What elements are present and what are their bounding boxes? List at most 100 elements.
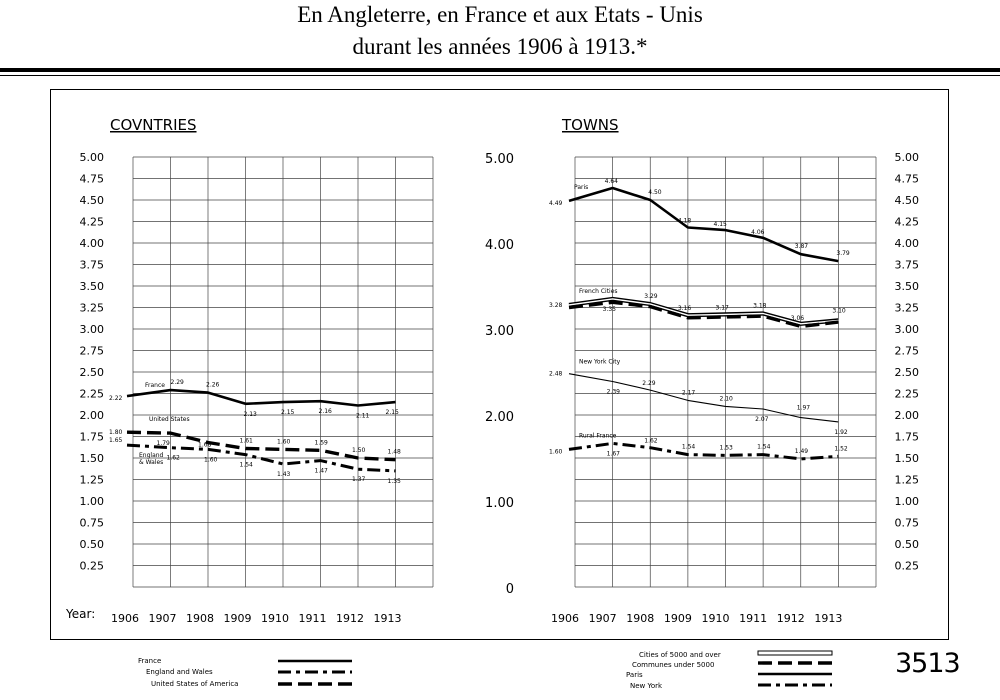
data-label: 1.61 xyxy=(240,438,254,445)
data-label: 1.43 xyxy=(277,471,291,478)
data-label: 1.80 xyxy=(109,429,123,436)
y-tick-label-right: 2.00 xyxy=(895,409,920,422)
y-tick-label-right: 3.75 xyxy=(895,259,920,272)
x-tick-label: 1910 xyxy=(261,612,289,625)
data-label: 1.97 xyxy=(797,405,811,412)
y-tick-label: 2.25 xyxy=(80,388,105,401)
data-label: 1.67 xyxy=(607,450,621,457)
data-label: 1.65 xyxy=(109,437,123,444)
data-label: 1.60 xyxy=(204,456,218,463)
x-tick-label: 1908 xyxy=(186,612,214,625)
title-rule-thin xyxy=(0,75,1000,76)
data-label: 1.50 xyxy=(352,447,366,454)
y-tick-label-right: 0.50 xyxy=(895,538,920,551)
y-tick-label-left: 3.00 xyxy=(485,324,514,339)
y-tick-label: 2.00 xyxy=(80,409,105,422)
y-tick-label: 3.75 xyxy=(80,259,105,272)
data-label: 2.26 xyxy=(206,382,220,389)
y-tick-label-right: 5.00 xyxy=(895,151,920,164)
data-label: 3.87 xyxy=(795,243,809,250)
data-label: 2.39 xyxy=(607,388,621,395)
y-tick-label-right: 4.25 xyxy=(895,216,920,229)
x-tick-label: 1910 xyxy=(702,612,730,625)
y-tick-label: 0.25 xyxy=(80,560,105,573)
x-tick-label: 1912 xyxy=(336,612,364,625)
data-label: 1.60 xyxy=(549,448,563,455)
y-tick-label-right: 1.25 xyxy=(895,474,920,487)
y-tick-label: 2.50 xyxy=(80,366,105,379)
data-label: 2.13 xyxy=(244,411,258,418)
y-tick-label: 1.25 xyxy=(80,474,105,487)
chart-towns-title: TOWNS xyxy=(561,116,619,134)
data-label: 2.10 xyxy=(720,395,734,402)
series-line-france xyxy=(126,388,396,407)
y-tick-label: 4.50 xyxy=(80,194,105,207)
series-line-new-york-city xyxy=(568,373,839,423)
y-tick-label: 2.75 xyxy=(80,345,105,358)
data-label: 3.35 xyxy=(603,306,617,313)
data-label: 2.48 xyxy=(549,371,563,378)
x-tick-label: 1907 xyxy=(589,612,617,625)
x-tick-label: 1913 xyxy=(374,612,402,625)
x-tick-label: 1913 xyxy=(814,612,842,625)
x-tick-label: 1911 xyxy=(739,612,767,625)
data-label: 4.18 xyxy=(678,218,692,225)
y-tick-label-right: 3.25 xyxy=(895,302,920,315)
data-label: 2.17 xyxy=(682,389,696,396)
data-label: 3.17 xyxy=(716,304,730,311)
y-tick-label: 3.00 xyxy=(80,323,105,336)
y-tick-label-right: 3.50 xyxy=(895,280,920,293)
y-tick-label: 4.25 xyxy=(80,216,105,229)
y-tick-label-right: 2.25 xyxy=(895,388,920,401)
y-tick-label-left: 4.00 xyxy=(485,238,514,253)
legend-right-item-cities: Cities of 5000 and over xyxy=(639,651,721,659)
series-name-label: Paris xyxy=(574,184,588,191)
series-name-label: New York City xyxy=(579,359,621,366)
data-label: 4.06 xyxy=(751,229,765,236)
data-label: 3.16 xyxy=(678,305,692,312)
y-tick-label: 4.00 xyxy=(80,237,105,250)
data-label: 3.10 xyxy=(832,307,846,314)
x-axis-label: Year: xyxy=(65,607,95,621)
x-tick-label: 1908 xyxy=(626,612,654,625)
legend-swatch-cities xyxy=(757,650,833,656)
data-label: 4.64 xyxy=(605,178,619,185)
y-tick-label-right: 2.75 xyxy=(895,345,920,358)
title-rule-thick xyxy=(0,68,1000,72)
data-label: 3.18 xyxy=(753,303,767,310)
y-tick-label: 0.50 xyxy=(80,538,105,551)
series-name-label: Rural France xyxy=(579,432,617,439)
legend-left-item-usa: United States of America xyxy=(151,680,239,688)
data-label: 2.11 xyxy=(356,413,370,420)
y-tick-label: 4.75 xyxy=(80,173,105,186)
data-label: 1.54 xyxy=(682,444,696,451)
series-line-inner xyxy=(568,298,839,325)
series-line-united-states xyxy=(126,430,396,462)
data-label: 1.37 xyxy=(352,476,366,483)
data-label: 2.07 xyxy=(755,416,769,423)
y-tick-label-right: 4.75 xyxy=(895,173,920,186)
sheet-number: 3513 xyxy=(895,648,961,679)
y-tick-label-right: 4.50 xyxy=(895,194,920,207)
y-tick-label: 3.50 xyxy=(80,280,105,293)
data-label: 1.54 xyxy=(757,444,771,451)
data-label: 1.35 xyxy=(388,478,402,485)
series-name-label: England xyxy=(139,452,164,459)
y-tick-label: 0.75 xyxy=(80,517,105,530)
y-tick-label-right: 1.50 xyxy=(895,452,920,465)
series-name-label: United States xyxy=(149,416,190,423)
chart-frame xyxy=(50,89,949,640)
data-label: 1.62 xyxy=(644,438,658,445)
data-label: 1.92 xyxy=(834,429,848,436)
y-tick-label-right: 2.50 xyxy=(895,366,920,379)
data-label: 1.60 xyxy=(277,438,291,445)
data-label: 1.79 xyxy=(157,440,171,447)
y-tick-label-left: 1.00 xyxy=(485,496,514,511)
legend-right-item-communes: Communes under 5000 xyxy=(632,661,715,669)
x-tick-label: 1912 xyxy=(777,612,805,625)
series-name-label: & Wales xyxy=(139,459,163,466)
y-tick-label-right: 1.00 xyxy=(895,495,920,508)
y-tick-label: 5.00 xyxy=(80,151,105,164)
chart-title-line1: En Angleterre, en France et aux Etats - … xyxy=(297,2,703,27)
